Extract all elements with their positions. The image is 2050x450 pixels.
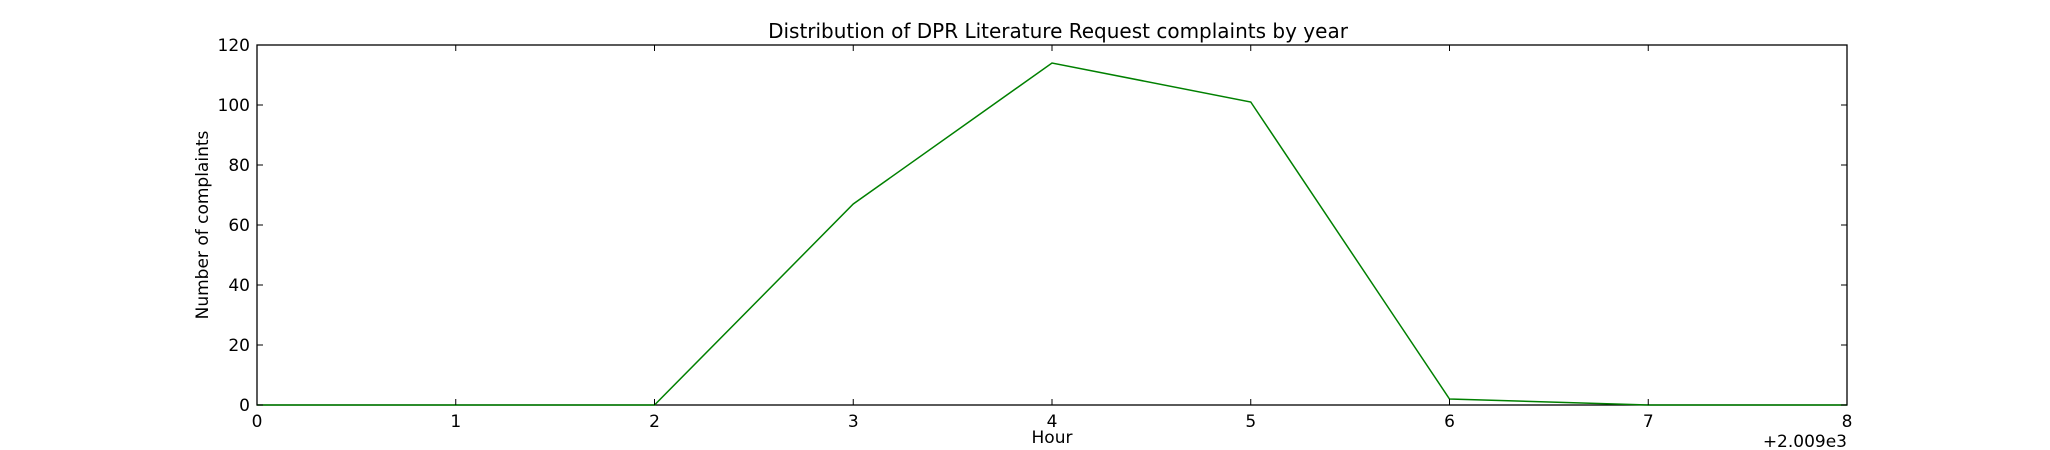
x-tick-label: 2 — [649, 412, 660, 432]
x-tick-label: 0 — [252, 412, 263, 432]
x-tick-label: 1 — [450, 412, 461, 432]
x-tick-label: 6 — [1444, 412, 1455, 432]
x-tick-label: 3 — [848, 412, 859, 432]
y-tick-label: 40 — [228, 276, 250, 296]
y-tick-label: 120 — [218, 36, 250, 56]
x-tick-label: 7 — [1643, 412, 1654, 432]
x-tick-label: 8 — [1842, 412, 1853, 432]
x-axis-label: Hour — [1032, 428, 1073, 448]
chart-title: Distribution of DPR Literature Request c… — [768, 19, 1349, 43]
series-layer — [257, 62, 1847, 406]
y-axis-ticks: 0 20 40 60 80 100 120 — [218, 36, 1847, 416]
series-line-0 — [257, 62, 1847, 406]
y-tick-label: 60 — [228, 216, 250, 236]
y-tick-label: 20 — [228, 336, 250, 356]
y-axis-label: Number of complaints — [193, 130, 213, 319]
y-tick-label: 100 — [218, 96, 250, 116]
x-tick-label: 4 — [1047, 412, 1058, 432]
x-axis-offset-label: +2.009e3 — [1763, 432, 1847, 450]
x-axis-ticks: 0 1 2 3 4 5 6 7 8 — [252, 45, 1853, 432]
x-tick-label: 5 — [1245, 412, 1256, 432]
y-tick-label: 0 — [239, 396, 250, 416]
plot-area: 0 1 2 3 4 5 6 7 8 0 20 40 60 80 100 120 — [218, 36, 1853, 432]
plot-frame — [256, 44, 1848, 406]
y-tick-label: 80 — [228, 156, 250, 176]
